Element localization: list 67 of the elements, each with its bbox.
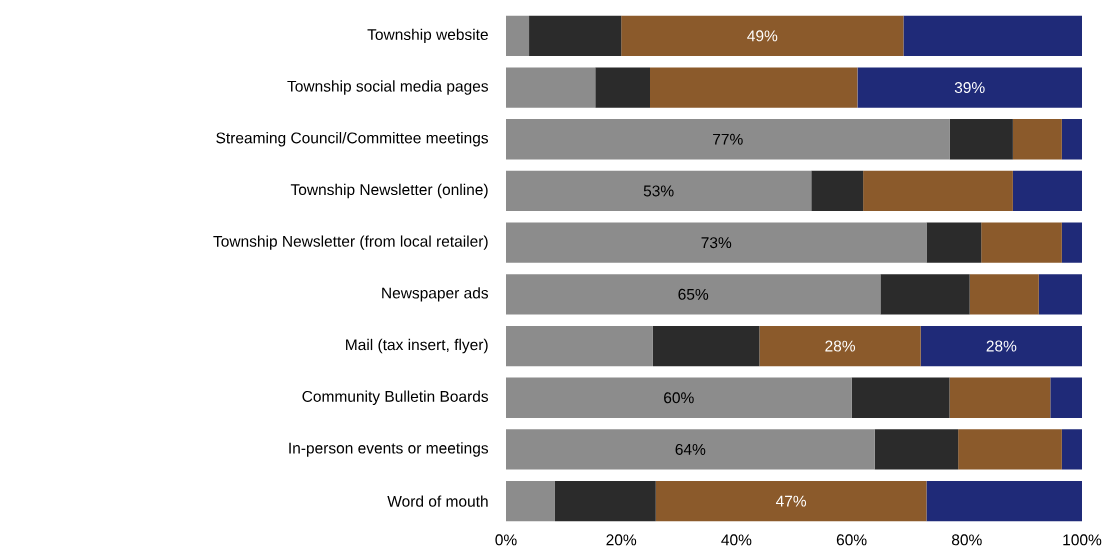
bar xyxy=(926,222,982,263)
bar xyxy=(506,377,852,418)
bar xyxy=(1061,429,1083,470)
bar xyxy=(595,67,650,108)
bar xyxy=(874,429,959,470)
bar xyxy=(506,67,596,108)
data-label: 47% xyxy=(775,495,807,507)
bar xyxy=(949,377,1051,418)
bar xyxy=(903,15,1083,57)
bar xyxy=(851,377,950,418)
bar xyxy=(857,67,1083,108)
y-tick-label: Township website xyxy=(367,28,488,44)
data-label: 28% xyxy=(825,340,856,352)
y-tick-label: Township Newsletter (from local retailer) xyxy=(213,235,488,250)
bar xyxy=(554,480,656,522)
bar xyxy=(506,222,927,263)
x-tick-label: 20% xyxy=(606,534,637,546)
data-label: 39% xyxy=(954,82,985,94)
data-label: 73% xyxy=(701,237,732,249)
y-tick-label: Community Bulletin Boards xyxy=(302,390,489,405)
bar xyxy=(880,274,970,315)
x-tick-label: 100% xyxy=(1063,534,1102,546)
bar xyxy=(863,170,1013,212)
y-tick-label: Mail (tax insert, flyer) xyxy=(346,338,488,354)
data-label: 53% xyxy=(643,185,674,197)
x-tick-label: 80% xyxy=(951,534,982,546)
data-label: 60% xyxy=(664,392,694,404)
bar xyxy=(981,222,1062,263)
bar xyxy=(650,67,858,108)
bar xyxy=(1012,170,1083,212)
bar xyxy=(506,480,555,522)
bar xyxy=(506,170,812,212)
bar xyxy=(759,325,921,367)
y-tick-label: In-person events or meetings xyxy=(289,442,489,457)
x-tick-label: 60% xyxy=(836,534,867,546)
bar xyxy=(621,15,904,57)
y-tick-label: Streaming Council/Committee meetings xyxy=(216,132,489,147)
y-tick-label: Word of mouth xyxy=(387,495,488,507)
data-label: 65% xyxy=(678,288,709,300)
bar xyxy=(1050,377,1083,418)
x-tick-label: 40% xyxy=(721,534,752,546)
data-label: 49% xyxy=(747,30,778,42)
bar xyxy=(506,15,530,57)
bar xyxy=(811,170,864,212)
bar xyxy=(506,274,881,315)
bar xyxy=(506,119,950,160)
bar xyxy=(1038,274,1083,315)
bar xyxy=(958,429,1062,470)
bar xyxy=(1061,119,1083,160)
data-label: 77% xyxy=(713,133,743,145)
bar xyxy=(655,480,927,522)
y-tick-label: Township Newsletter (online) xyxy=(290,183,488,199)
bar xyxy=(926,480,1083,522)
bar xyxy=(949,119,1013,160)
bar xyxy=(969,274,1039,315)
data-label: 28% xyxy=(986,340,1017,352)
bar xyxy=(506,429,875,470)
bar xyxy=(1012,119,1062,160)
x-tick-label: 0% xyxy=(495,534,517,546)
data-label: 64% xyxy=(675,443,706,455)
bar xyxy=(920,325,1083,367)
bar xyxy=(506,325,653,367)
bar xyxy=(529,15,622,57)
y-tick-label: Township social media pages xyxy=(287,80,489,95)
bar xyxy=(1061,222,1083,263)
bar xyxy=(652,325,760,367)
y-tick-label: Newspaper ads xyxy=(382,287,489,302)
